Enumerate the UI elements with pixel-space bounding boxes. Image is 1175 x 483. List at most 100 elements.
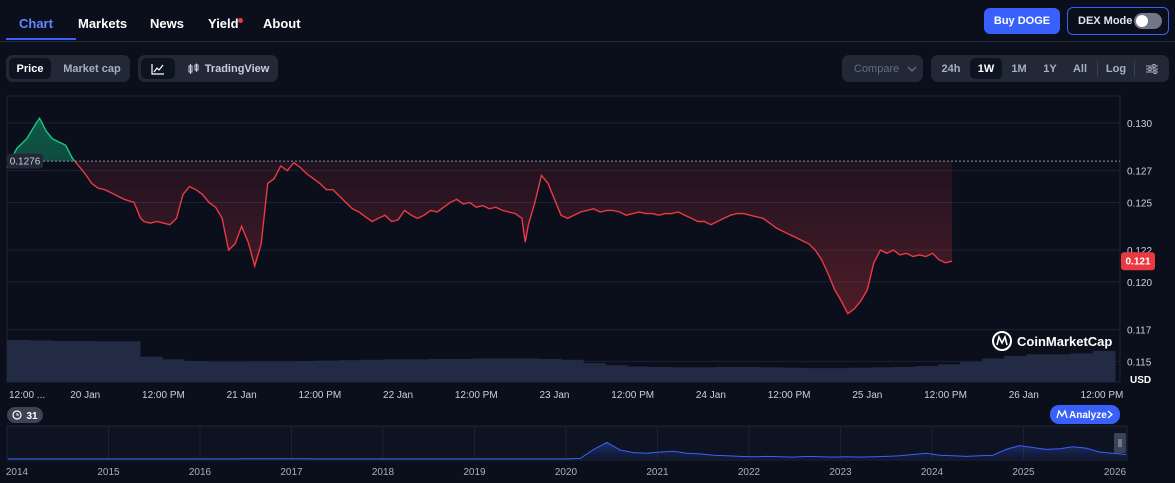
tradingview-button[interactable]: TradingView <box>182 58 274 79</box>
x-tick-label: 12:00 PM <box>1081 390 1124 401</box>
log-scale-button[interactable]: Log <box>1105 62 1127 75</box>
analyze-button[interactable]: Analyze <box>1050 405 1120 424</box>
tab-markets[interactable]: Markets <box>78 16 128 31</box>
price-line-down <box>6 161 953 315</box>
navigator-handle[interactable] <box>1114 433 1126 453</box>
range-all[interactable]: All <box>1072 62 1088 75</box>
open-price-label: 0.1276 <box>7 153 43 169</box>
x-tick-label: 24 Jan <box>696 390 726 401</box>
volume-bar <box>494 358 518 382</box>
navigator-year-label: 2024 <box>921 467 944 478</box>
tab-yield[interactable]: Yield <box>208 16 239 31</box>
current-price-label: 0.121 <box>1121 252 1155 271</box>
volume-bar <box>95 341 119 382</box>
navigator-year-label: 2021 <box>646 467 669 478</box>
cmc-logo-mark <box>996 334 1008 346</box>
candlestick-icon <box>188 63 199 74</box>
line-chart-icon <box>151 63 164 75</box>
events-badge[interactable]: 31 <box>7 407 43 423</box>
volume-bar <box>1004 355 1027 382</box>
yield-new-dot <box>238 18 243 23</box>
volume-bar <box>738 366 761 382</box>
below-open-area <box>7 161 953 314</box>
navigator-frame <box>6 425 1128 461</box>
y-tick-label: 0.120 <box>1127 278 1152 289</box>
volume-bar <box>272 361 296 382</box>
x-tick-label: 21 Jan <box>227 390 257 401</box>
tradingview-label: TradingView <box>204 62 270 75</box>
volume-bar <box>516 358 540 382</box>
volume-bar <box>206 361 230 382</box>
volume-bar <box>1026 354 1050 382</box>
x-tick-label: 26 Jan <box>1009 390 1039 401</box>
compare-dropdown[interactable]: Compare <box>842 55 923 82</box>
volume-bar <box>139 356 163 382</box>
volume-bar <box>295 361 318 382</box>
settings-sliders-icon <box>1146 63 1158 74</box>
range-1w[interactable]: 1W <box>970 58 1002 79</box>
volume-bar <box>561 359 584 382</box>
grid-lines <box>7 122 1120 362</box>
range-1m[interactable]: 1M <box>1011 62 1027 75</box>
watermark-text: CoinMarketCap <box>1017 334 1112 349</box>
line-chart-button[interactable] <box>141 58 175 79</box>
price-option[interactable]: Price <box>9 58 51 79</box>
x-tick-label: 12:00 ... <box>9 390 45 401</box>
x-tick-label: 12:00 PM <box>298 390 341 401</box>
range-24h[interactable]: 24h <box>941 62 961 75</box>
compare-label: Compare <box>854 62 900 75</box>
y-tick-label: 0.115 <box>1127 357 1152 368</box>
coinmarketcap-watermark: CoinMarketCap <box>992 331 1112 351</box>
cmc-logo-icon <box>992 331 1012 351</box>
volume-bar <box>428 358 451 382</box>
x-axis: 12:00 ... 20 Jan 12:00 PM 21 Jan 12:00 PM 22 … <box>9 390 1123 401</box>
navigator-year-label: 2020 <box>555 467 578 478</box>
volume-bar <box>184 361 207 382</box>
y-tick-label: 0.127 <box>1127 167 1152 178</box>
toolbar-divider <box>1134 61 1135 76</box>
dex-toggle-switch[interactable] <box>1134 13 1162 29</box>
volume-bar <box>1092 350 1116 382</box>
active-tab-indicator <box>6 38 76 40</box>
volume-bar <box>804 368 828 382</box>
chevron-right-icon <box>1107 410 1113 419</box>
dex-mode-toggle[interactable]: DEX Mode <box>1067 7 1169 35</box>
y-axis: 0.130 0.127 0.125 0.122 0.120 0.117 0.115 <box>1127 119 1152 368</box>
navigator-year-label: 2023 <box>829 467 852 478</box>
chevron-down-icon <box>907 66 917 72</box>
volume-bar <box>959 361 983 382</box>
y-tick-label: 0.130 <box>1127 119 1152 130</box>
volume-bar <box>982 358 1005 382</box>
volume-bar <box>51 340 74 382</box>
navigator-year-axis: 2014 2015 2016 2017 2018 2019 2020 2021 2022 2023… <box>6 467 1127 478</box>
market-cap-option[interactable]: Market cap <box>63 62 121 75</box>
volume-bar <box>893 366 917 382</box>
volume-bar <box>472 358 496 382</box>
navigator-year-label: 2016 <box>189 467 212 478</box>
volume-bar <box>871 367 894 382</box>
range-1y[interactable]: 1Y <box>1043 62 1057 75</box>
volume-bar <box>317 360 340 382</box>
x-tick-label: 23 Jan <box>539 390 569 401</box>
metric-switch: Price Market cap <box>6 55 130 82</box>
volume-bar <box>716 366 739 382</box>
volume-bar <box>29 340 52 382</box>
tab-about[interactable]: About <box>263 16 301 31</box>
volume-bar <box>693 367 717 382</box>
tab-news[interactable]: News <box>150 16 184 31</box>
buy-doge-button[interactable]: Buy DOGE <box>984 8 1060 34</box>
volume-bar <box>538 358 562 382</box>
volume-bar <box>73 340 97 382</box>
tab-chart[interactable]: Chart <box>19 16 53 31</box>
range-selector: 24h 1W 1M 1Y All Log <box>931 55 1169 82</box>
x-tick-label: 12:00 PM <box>611 390 654 401</box>
current-price-value: 0.121 <box>1125 257 1150 268</box>
x-tick-label: 20 Jan <box>70 390 100 401</box>
volume-bar <box>361 359 385 382</box>
navigator-line <box>8 441 1127 460</box>
y-tick-label: 0.122 <box>1127 246 1152 257</box>
chart-settings-button[interactable] <box>1138 58 1166 79</box>
volume-bar <box>7 340 30 382</box>
cmc-logo-icon <box>1056 409 1068 419</box>
